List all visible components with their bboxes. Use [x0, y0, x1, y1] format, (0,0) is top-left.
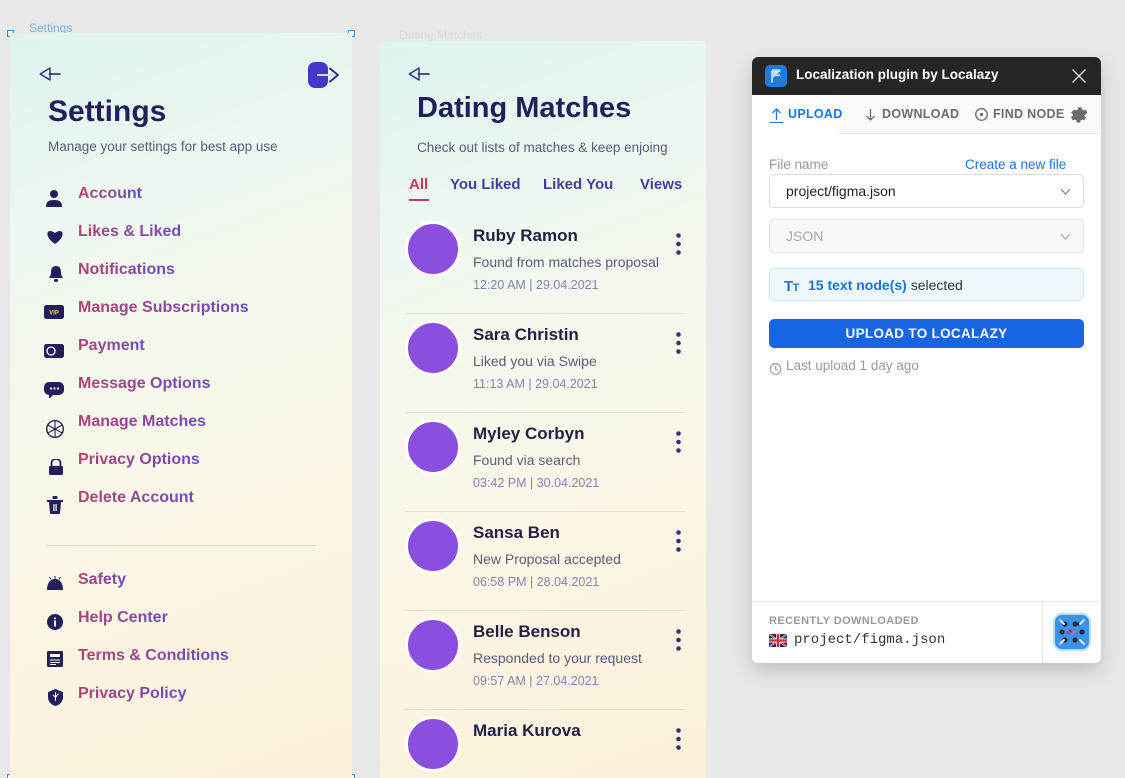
svg-text:VIP: VIP: [49, 311, 59, 317]
